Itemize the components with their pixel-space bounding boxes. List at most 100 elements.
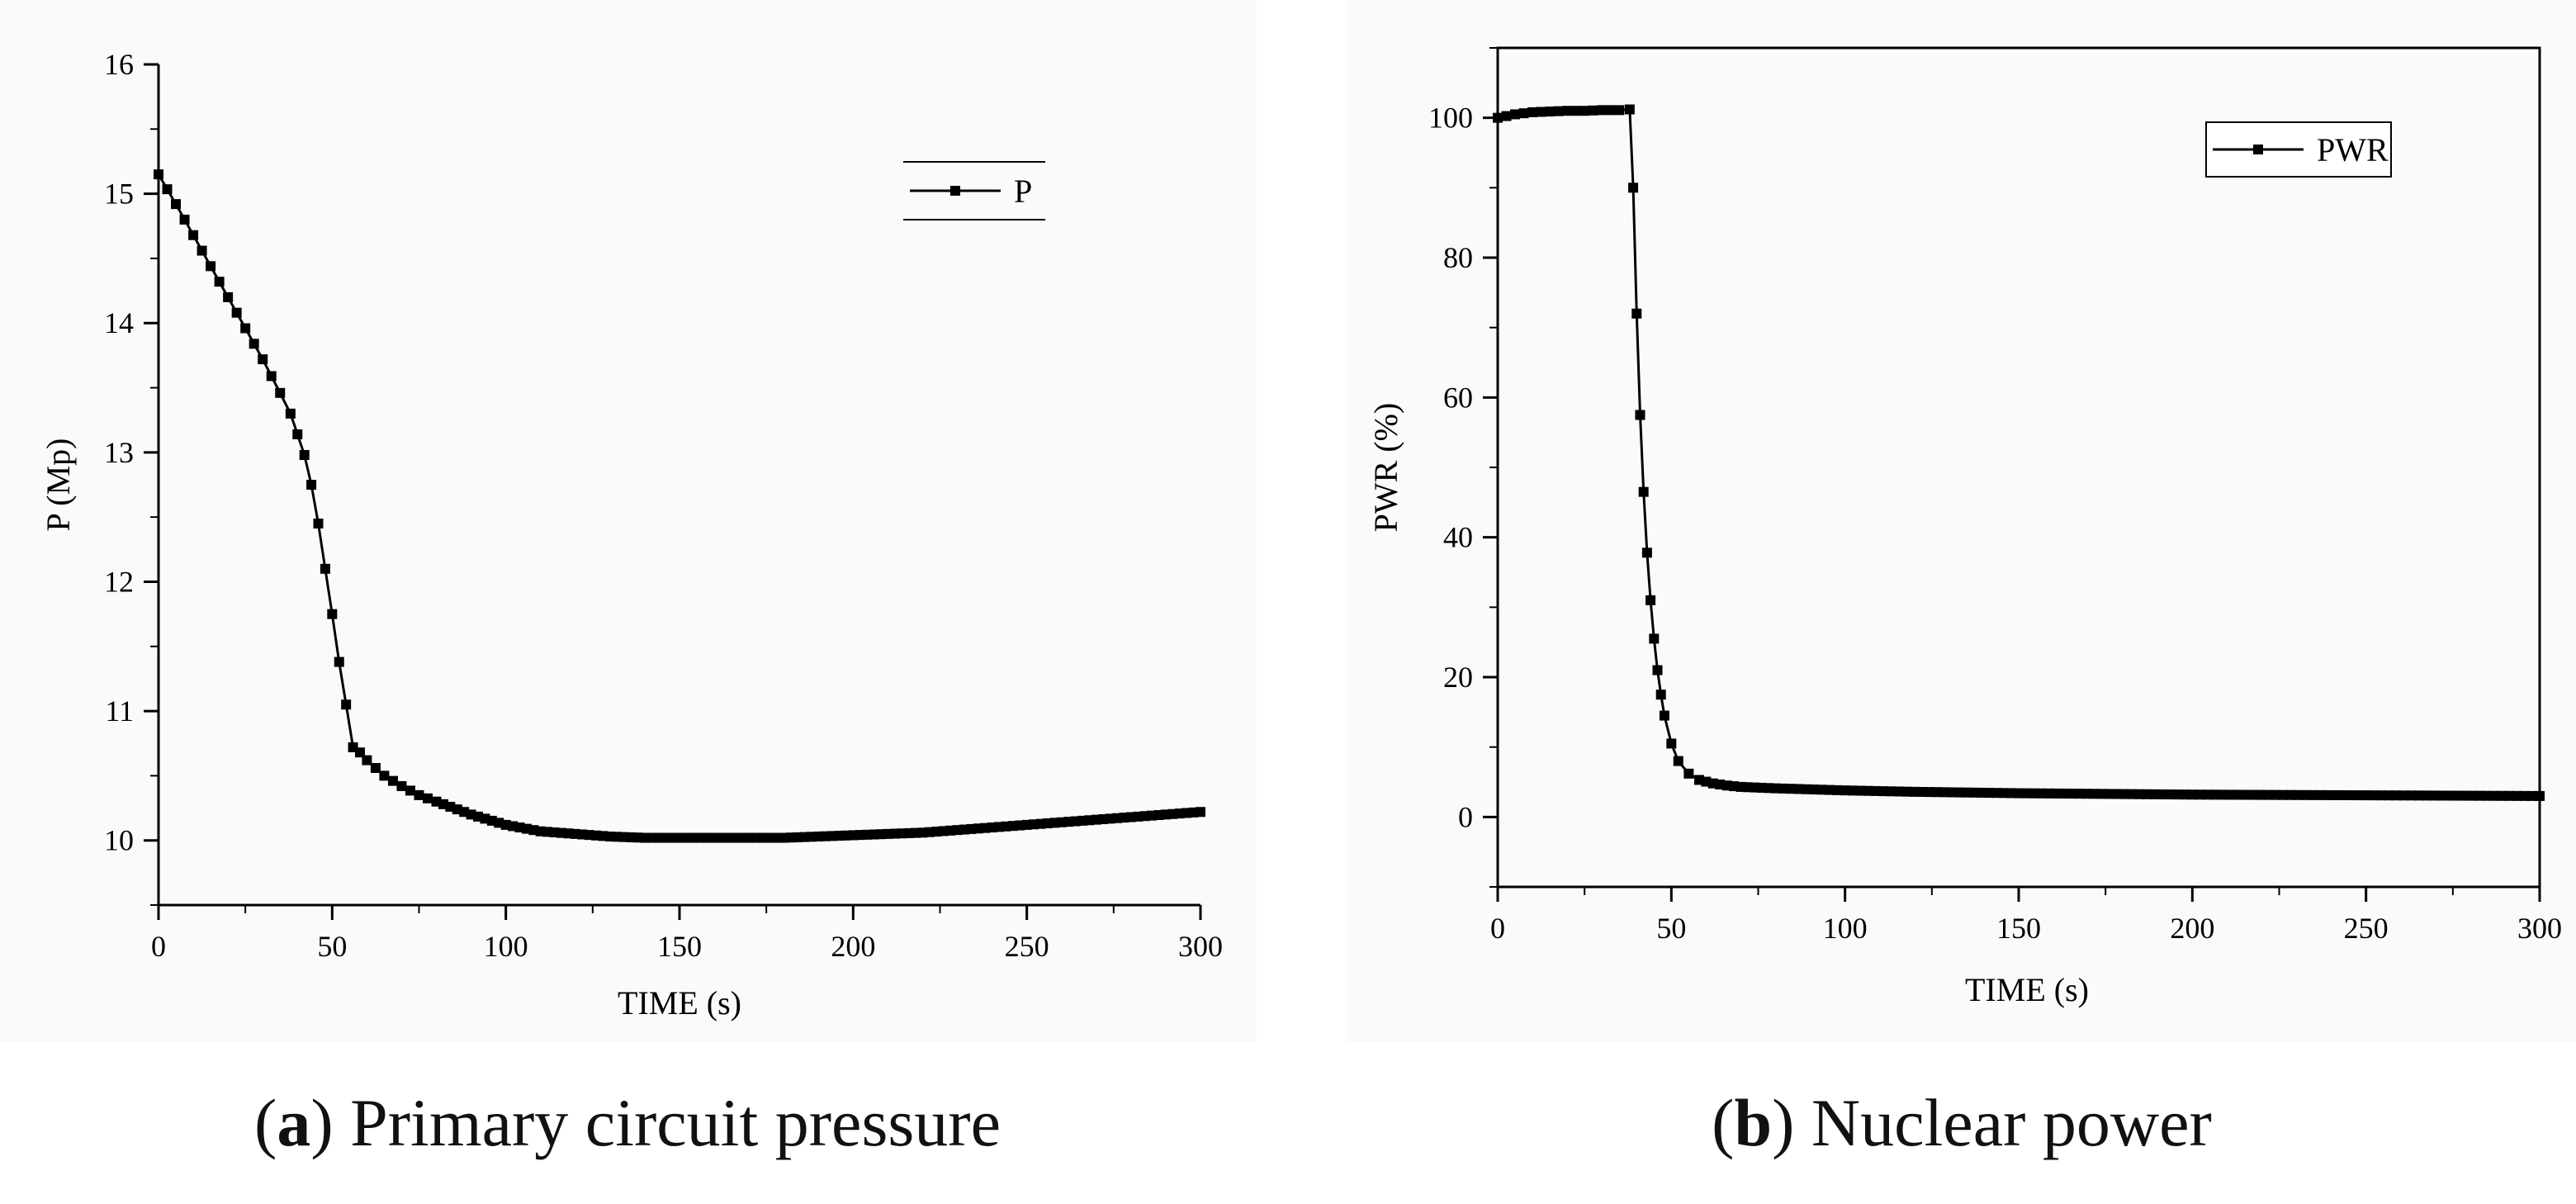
panel-a-data-point <box>171 199 182 210</box>
panel-b-x-tick-label: 150 <box>1996 912 2041 945</box>
panel-b-interp-point <box>2127 789 2138 799</box>
panel-b-interp-point <box>1878 786 1889 797</box>
panel-a-data-point <box>313 518 324 529</box>
panel-b-interp-point <box>2270 789 2280 800</box>
panel-b-y-tick-label: 80 <box>1443 241 1473 274</box>
panel-b-interp-point <box>1916 786 1927 797</box>
panel-b-y-tick-label: 40 <box>1443 521 1473 554</box>
panel-b-data-point <box>2535 790 2545 801</box>
panel-a-data-point <box>188 230 199 240</box>
panel-a-series-line <box>157 173 1201 840</box>
panel-b-data-point <box>1649 633 1660 644</box>
panel-a-legend: P <box>903 161 1045 220</box>
panel-b-interp-point <box>2481 790 2492 801</box>
panel-b-interp-point <box>2021 788 2032 799</box>
panel-a-interp-point <box>266 371 277 382</box>
panel-b-interp-point <box>1886 786 1896 797</box>
panel-b-interp-point <box>2512 790 2522 801</box>
panel-b-interp-point <box>2089 789 2100 799</box>
panel-b-y-tick-label: 0 <box>1458 800 1473 833</box>
caption-b-close: ) <box>1772 1085 1811 1160</box>
panel-b-interp-point <box>2331 789 2342 800</box>
panel-b-interp-point <box>1501 111 1512 121</box>
panel-b-interp-point <box>2172 789 2183 800</box>
panel-b-interp-point <box>2142 789 2152 799</box>
caption-b-text: Nuclear power <box>1811 1085 2212 1160</box>
panel-b-interp-point <box>1968 787 1979 798</box>
panel-b-x-tick-label: 50 <box>1656 912 1686 945</box>
panel-b-interp-point <box>2195 789 2205 800</box>
panel-b-data-point <box>1579 106 1590 116</box>
panel-a-interp-point <box>423 793 433 803</box>
panel-a-interp-point <box>292 429 303 439</box>
panel-b-data-point <box>1673 756 1683 766</box>
panel-b-data-point <box>1638 486 1649 497</box>
panel-b-data-point <box>1545 107 1556 117</box>
panel-b-interp-point <box>2398 790 2409 801</box>
panel-b-data-point <box>1527 107 1538 117</box>
panel-a-data-point <box>1196 807 1205 818</box>
panel-b-interp-point <box>1924 787 1934 798</box>
panel-a-data-point <box>414 789 424 800</box>
panel-b-interp-point <box>2180 789 2190 800</box>
panel-b-data-point <box>1597 105 1608 116</box>
panel-a-series-markers <box>154 169 1205 843</box>
panel-a-data-point <box>334 657 344 667</box>
panel-b-data-point <box>1646 595 1656 605</box>
panel-b-data-point <box>1635 410 1646 420</box>
panel-b-interp-point <box>2255 789 2266 800</box>
panel-b-y-tick-label: 60 <box>1443 381 1473 414</box>
panel-a-background <box>0 0 1257 1042</box>
panel-b-interp-point <box>2036 788 2047 799</box>
panel-b-interp-point <box>1848 785 1859 796</box>
panel-b-interp-point <box>1863 785 1873 796</box>
panel-b-data-point <box>1666 738 1677 749</box>
panel-b-interp-point <box>1983 788 1994 799</box>
panel-a-x-tick-label: 250 <box>1005 930 1049 963</box>
panel-b-data-point <box>1683 768 1694 779</box>
panel-b-y-tick-label: 20 <box>1443 661 1473 694</box>
panel-a-y-tick-label: 15 <box>104 178 134 211</box>
panel-b-interp-point <box>2338 789 2349 800</box>
panel-b-interp-point <box>2005 788 2016 799</box>
panel-b-x-tick-label: 100 <box>1823 912 1868 945</box>
panel-b-interp-point <box>1871 785 1882 796</box>
caption-b-letter: b <box>1734 1085 1773 1160</box>
panel-a-data-point <box>379 770 390 781</box>
panel-b-interp-point <box>1605 105 1616 116</box>
panel-b-data-point <box>1770 783 1781 794</box>
panel-a-interp-point <box>370 762 381 773</box>
panel-b-interp-point <box>1976 787 1986 798</box>
panel-b-interp-point <box>2240 789 2251 800</box>
panel-b-x-tick-label: 300 <box>2517 912 2562 945</box>
panel-b-interp-point <box>2375 790 2386 801</box>
panel-b-interp-point <box>1998 788 2009 799</box>
panel-a-data-point <box>206 261 216 272</box>
panel-a-data-point <box>154 169 163 180</box>
panel-b-interp-point <box>2428 790 2439 801</box>
panel-a-y-tick-label: 12 <box>104 565 134 598</box>
panel-a-x-tick-label: 200 <box>831 930 875 963</box>
panel-b-interp-point <box>2247 789 2258 800</box>
panel-a-data-point <box>240 323 251 334</box>
panel-b-interp-point <box>1824 784 1835 795</box>
panel-b-interp-point <box>2504 790 2515 801</box>
caption-a-open: ( <box>254 1085 277 1160</box>
panel-a-interp-point <box>197 245 207 256</box>
panel-b-interp-point <box>1553 106 1564 116</box>
panel-b-data-point <box>1628 182 1639 193</box>
panel-b-interp-point <box>1894 786 1905 797</box>
panel-b-interp-point <box>1570 106 1581 116</box>
panel-b-x-tick-label: 250 <box>2344 912 2389 945</box>
panel-b-series-line <box>1497 107 2540 798</box>
panel-b-interp-point <box>2526 790 2537 801</box>
panel-b-interp-point <box>2466 790 2477 801</box>
panel-a-interp-point <box>841 830 851 841</box>
panel-b-interp-point <box>2300 789 2311 800</box>
panel-b-interp-point <box>2157 789 2167 799</box>
panel-a-interp-point <box>249 339 259 349</box>
panel-a-y-tick-label: 13 <box>104 436 134 469</box>
panel-b-interp-point <box>2043 788 2054 799</box>
panel-a-x-axis-label: TIME (s) <box>618 984 741 1022</box>
panel-b-data-point <box>1909 786 1920 797</box>
